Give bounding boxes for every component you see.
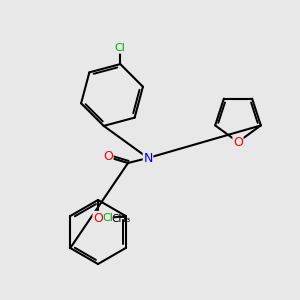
- Text: O: O: [93, 212, 103, 224]
- Text: Cl: Cl: [102, 213, 113, 223]
- Text: CH₃: CH₃: [111, 214, 130, 224]
- Text: Cl: Cl: [115, 43, 126, 53]
- Text: N: N: [143, 152, 153, 164]
- Text: O: O: [233, 136, 243, 148]
- Text: O: O: [103, 151, 113, 164]
